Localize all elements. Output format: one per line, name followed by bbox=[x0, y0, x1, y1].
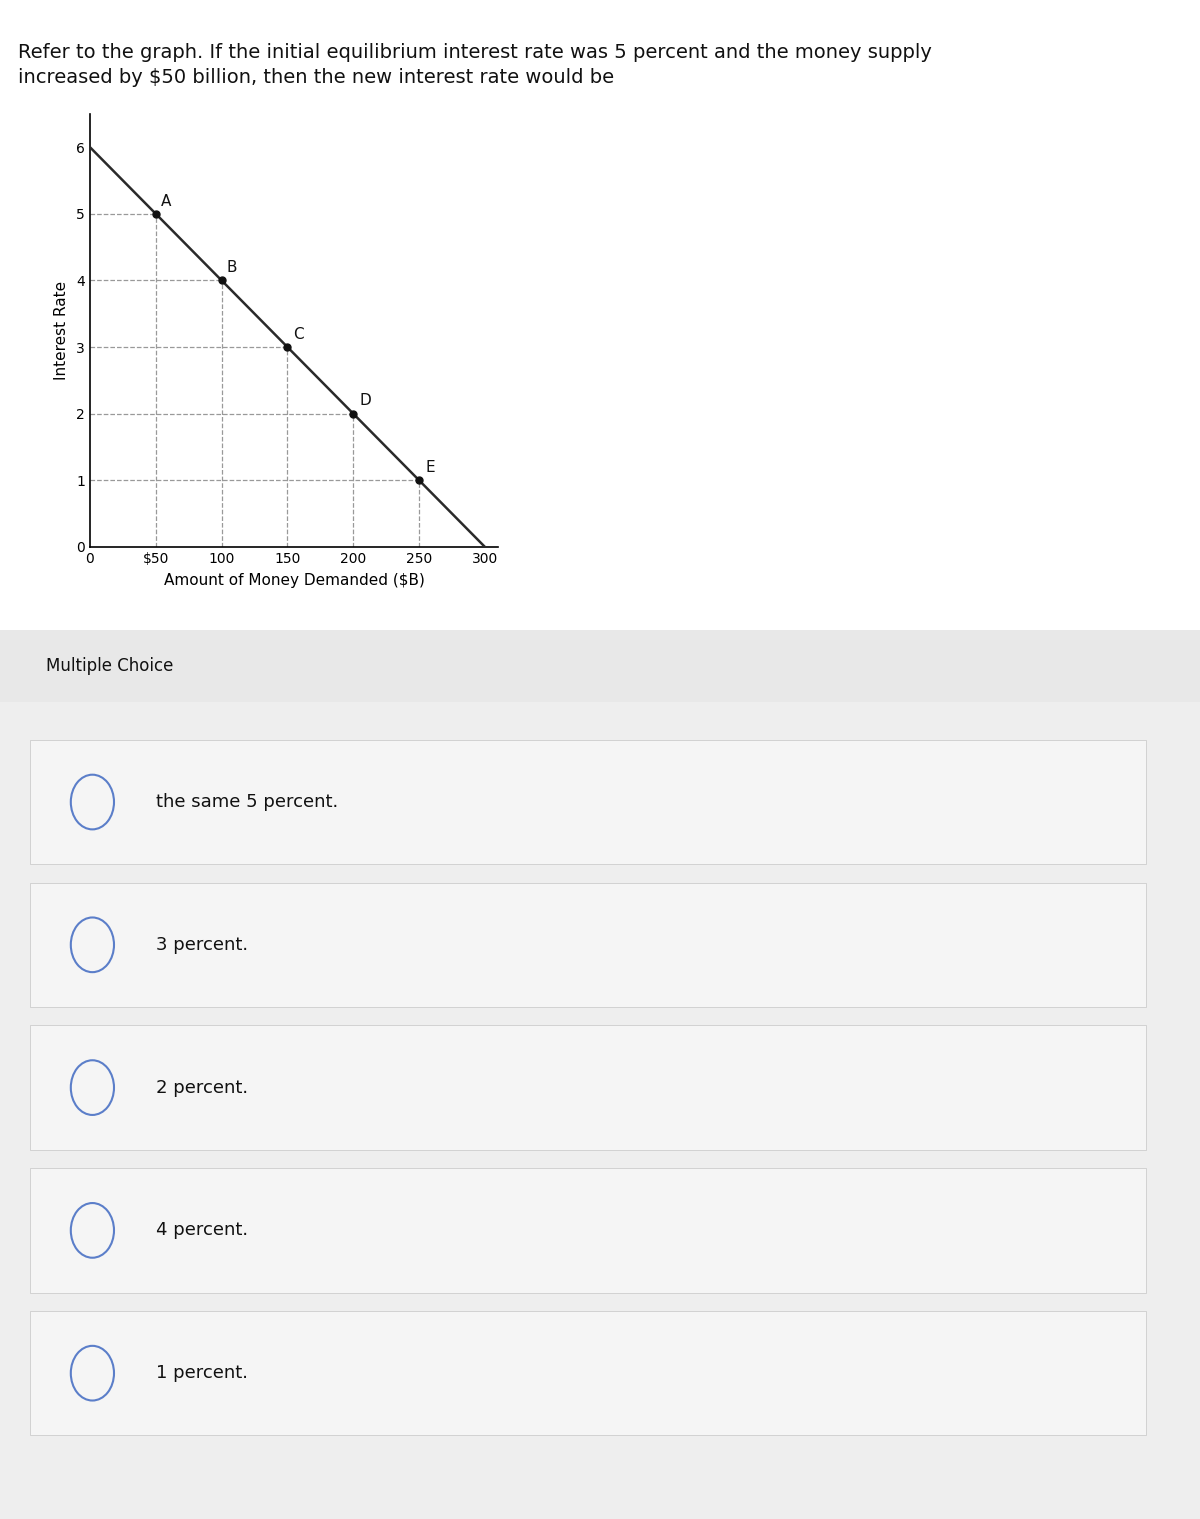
Text: the same 5 percent.: the same 5 percent. bbox=[156, 793, 338, 811]
Y-axis label: Interest Rate: Interest Rate bbox=[54, 281, 70, 380]
Text: Refer to the graph. If the initial equilibrium interest rate was 5 percent and t: Refer to the graph. If the initial equil… bbox=[18, 43, 932, 62]
Text: increased by $50 billion, then the new interest rate would be: increased by $50 billion, then the new i… bbox=[18, 68, 614, 88]
Text: 2 percent.: 2 percent. bbox=[156, 1078, 248, 1097]
Text: E: E bbox=[426, 460, 436, 475]
Text: 3 percent.: 3 percent. bbox=[156, 936, 248, 954]
Text: Multiple Choice: Multiple Choice bbox=[46, 658, 173, 674]
Text: A: A bbox=[161, 193, 172, 208]
Text: C: C bbox=[293, 327, 304, 342]
Text: 4 percent.: 4 percent. bbox=[156, 1221, 248, 1240]
X-axis label: Amount of Money Demanded ($B): Amount of Money Demanded ($B) bbox=[163, 573, 425, 588]
Text: B: B bbox=[227, 260, 238, 275]
Text: D: D bbox=[360, 393, 372, 409]
Text: 1 percent.: 1 percent. bbox=[156, 1364, 248, 1382]
